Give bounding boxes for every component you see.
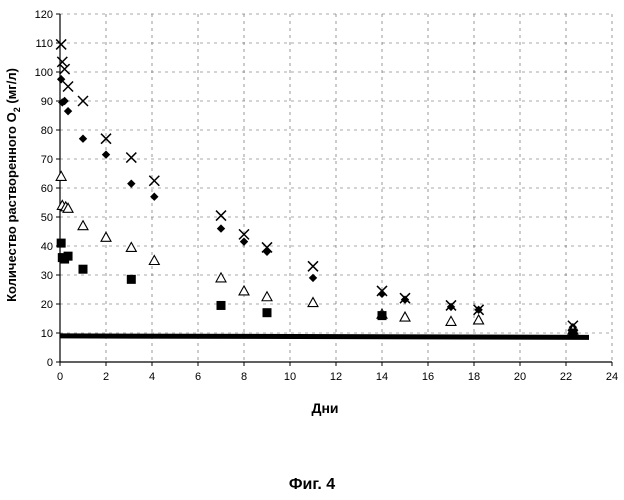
triangle-marker (474, 315, 484, 324)
cross-marker (149, 176, 159, 186)
square-marker (263, 308, 272, 317)
triangle-marker (149, 256, 159, 265)
figure-caption: Фиг. 4 (0, 476, 624, 494)
square-marker (127, 275, 136, 284)
cross-marker (78, 96, 88, 106)
triangle-marker (101, 232, 111, 241)
grid (60, 14, 612, 362)
triangle-marker (216, 273, 226, 282)
cross-marker (216, 211, 226, 221)
cross-marker (126, 153, 136, 163)
triangle-marker (308, 298, 318, 307)
chart-svg: 024681012141618202224 010203040506070809… (0, 0, 624, 470)
x-tick-label: 0 (57, 371, 63, 383)
data-markers (56, 39, 578, 337)
y-tick-labels: 0 10 20 30 40 50 60 70 80 90 100 110 120 (35, 9, 53, 369)
triangle-marker (400, 312, 410, 321)
y-tick-label: 10 (41, 328, 53, 340)
y-tick-label: 60 (41, 183, 53, 195)
y-tick-label: 120 (35, 9, 53, 21)
y-axis-label-main: Количество растворенного O (4, 112, 19, 302)
triangle-marker (126, 242, 136, 251)
diamond-marker (263, 248, 271, 256)
x-tick-label: 8 (241, 371, 247, 383)
y-tick-label: 50 (41, 212, 53, 224)
diamond-marker (64, 107, 72, 115)
x-tick-label: 20 (514, 371, 526, 383)
x-tick-label: 18 (468, 371, 480, 383)
diamond-marker (217, 224, 225, 232)
square-marker (217, 301, 226, 310)
x-tick-label: 24 (606, 371, 618, 383)
diamond-marker (309, 274, 317, 282)
y-axis-label-unit: (мг/л) (4, 68, 19, 107)
triangle-marker (56, 171, 66, 180)
x-tick-labels: 024681012141618202224 (57, 371, 618, 383)
cross-marker (57, 57, 67, 67)
y-tick-label: 100 (35, 67, 53, 79)
diamond-marker (102, 150, 110, 158)
y-tick-label: 0 (47, 357, 53, 369)
cross-marker (63, 82, 73, 92)
y-axis-label: Количество растворенного O2 (мг/л) (4, 68, 22, 302)
diamond-marker (79, 135, 87, 143)
x-tick-label: 16 (422, 371, 434, 383)
axes (56, 14, 612, 366)
reference-line (60, 336, 589, 337)
x-tick-label: 10 (284, 371, 296, 383)
x-tick-label: 2 (103, 371, 109, 383)
square-marker (57, 239, 66, 248)
x-axis-label: Дни (311, 400, 338, 416)
square-marker (64, 252, 73, 261)
x-tick-label: 22 (560, 371, 572, 383)
cross-marker (308, 261, 318, 271)
y-tick-label: 30 (41, 270, 53, 282)
x-tick-label: 14 (376, 371, 388, 383)
diamond-marker (401, 295, 409, 303)
y-tick-label: 70 (41, 154, 53, 166)
y-tick-label: 90 (41, 96, 53, 108)
x-tick-label: 12 (330, 371, 342, 383)
y-tick-label: 20 (41, 299, 53, 311)
cross-marker (56, 39, 66, 49)
y-tick-label: 110 (35, 38, 53, 50)
triangle-marker (262, 292, 272, 301)
cross-marker (60, 64, 70, 74)
diamond-marker (127, 179, 135, 187)
square-marker (378, 311, 387, 320)
x-tick-label: 6 (195, 371, 201, 383)
diamond-marker (240, 237, 248, 245)
diamond-marker (150, 193, 158, 201)
x-tick-label: 4 (149, 371, 155, 383)
y-tick-label: 40 (41, 241, 53, 253)
triangle-marker (446, 316, 456, 325)
y-tick-label: 80 (41, 125, 53, 137)
diamond-marker (378, 290, 386, 298)
square-marker (79, 265, 88, 274)
reference-line-mark (60, 336, 589, 337)
triangle-marker (239, 286, 249, 295)
square-marker (568, 329, 577, 338)
triangle-marker (78, 221, 88, 230)
